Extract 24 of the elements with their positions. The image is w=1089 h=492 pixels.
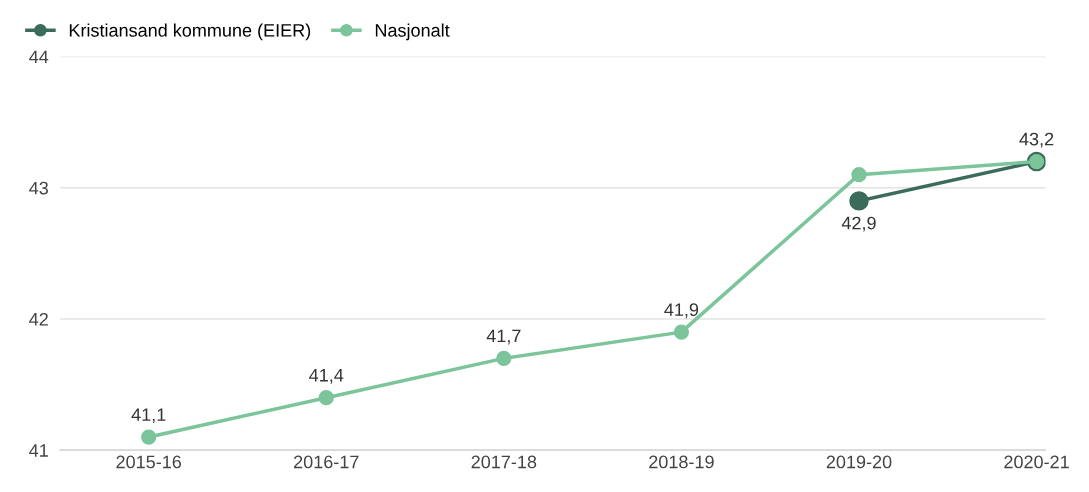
x-tick-label: 2017-18 bbox=[471, 455, 537, 469]
point bbox=[851, 167, 867, 183]
x-tick-label: 2016-17 bbox=[294, 455, 359, 469]
data-label: 41,9 bbox=[664, 303, 699, 319]
x-tick-label: 2019-20 bbox=[826, 455, 892, 469]
data-label: 41,7 bbox=[486, 329, 521, 345]
data-label: 42,9 bbox=[841, 216, 876, 232]
data-label: 41,1 bbox=[131, 408, 166, 424]
y-tick-label: 43 bbox=[29, 181, 48, 195]
y-tick-label: 41 bbox=[29, 444, 48, 457]
point bbox=[849, 191, 869, 211]
data-label: 41,4 bbox=[309, 369, 344, 384]
data-label: 43,2 bbox=[1019, 132, 1054, 148]
point bbox=[496, 350, 512, 366]
y-tick-label: 44 bbox=[29, 50, 49, 64]
x-tick-label: 2018-19 bbox=[649, 455, 714, 469]
legend-label: Kristiansand kommune (EIER) bbox=[69, 23, 311, 41]
y-tick-label: 42 bbox=[29, 312, 48, 326]
legend-label: Nasjonalt bbox=[375, 23, 450, 41]
point bbox=[673, 324, 690, 340]
x-tick-label: 2020-21 bbox=[1004, 455, 1069, 469]
x-tick-label: 2015-16 bbox=[116, 455, 182, 469]
point bbox=[318, 390, 334, 406]
point bbox=[141, 429, 157, 445]
